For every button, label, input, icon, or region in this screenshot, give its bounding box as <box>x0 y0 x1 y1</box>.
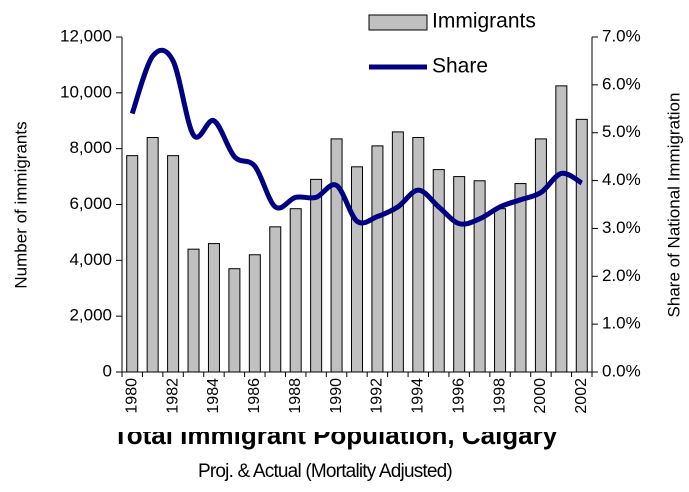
line <box>129 47 584 227</box>
legend-label: Immigrants <box>432 10 536 33</box>
x-tick-label: 1982 <box>164 378 181 414</box>
y2-tick-label: 4.0% <box>602 170 641 189</box>
bar <box>514 183 527 373</box>
bar <box>473 180 486 373</box>
y2-axis-title: Share of National Immigration <box>664 93 683 318</box>
bar <box>289 208 302 373</box>
y-tick-label: 12,000 <box>60 26 112 45</box>
bar <box>126 155 139 373</box>
y2-tick-label: 6.0% <box>602 74 641 93</box>
bar <box>228 268 241 373</box>
x-tick-label: 1980 <box>123 378 140 414</box>
bar <box>371 145 384 373</box>
bar <box>187 248 200 373</box>
bar <box>412 137 425 373</box>
y-tick-label: 6,000 <box>69 194 112 213</box>
y2-tick-label: 5.0% <box>602 122 641 141</box>
y2-tick-label: 0.0% <box>602 361 641 380</box>
x-tick-label: 1988 <box>287 378 304 414</box>
bar <box>310 178 323 373</box>
x-tick-label: 2002 <box>573 378 590 414</box>
bar <box>269 226 282 373</box>
bar <box>248 254 261 373</box>
y2-tick-label: 7.0% <box>602 26 641 45</box>
y-tick-label: 8,000 <box>69 138 112 157</box>
x-tick-label: 1998 <box>491 378 508 414</box>
bar <box>575 118 588 373</box>
bar <box>555 85 568 373</box>
bar <box>494 208 507 373</box>
x-tick-label: 1984 <box>205 378 222 414</box>
x-tick-label: 1996 <box>450 378 467 414</box>
x-tick-label: 1986 <box>246 378 263 414</box>
bar <box>207 243 220 373</box>
bar <box>167 155 180 373</box>
y2-tick-label: 2.0% <box>602 266 641 285</box>
legend-swatch <box>368 14 428 31</box>
x-tick-label: 1990 <box>328 378 345 414</box>
bar <box>534 138 547 373</box>
chart-title: Total Immigrant Population, Calgary <box>113 420 558 450</box>
y-tick-label: 10,000 <box>60 82 112 101</box>
legend-label: Share <box>432 55 488 78</box>
y-tick-label: 4,000 <box>69 250 112 269</box>
bar <box>351 166 363 373</box>
bar <box>146 137 159 373</box>
chart-subtitle: Proj. & Actual (Mortality Adjusted) <box>198 461 452 482</box>
bar <box>453 176 466 373</box>
y-tick-label: 2,000 <box>69 306 112 325</box>
y2-tick-label: 1.0% <box>602 314 641 333</box>
x-tick-label: 2000 <box>532 378 549 414</box>
y2-tick-label: 3.0% <box>602 218 641 237</box>
bar <box>330 138 343 373</box>
bar <box>391 131 404 373</box>
x-tick-label: 1992 <box>369 378 386 414</box>
y-axis-title: Number of immigrants <box>11 121 30 288</box>
y-tick-label: 0 <box>103 361 112 380</box>
x-tick-label: 1994 <box>410 378 427 414</box>
